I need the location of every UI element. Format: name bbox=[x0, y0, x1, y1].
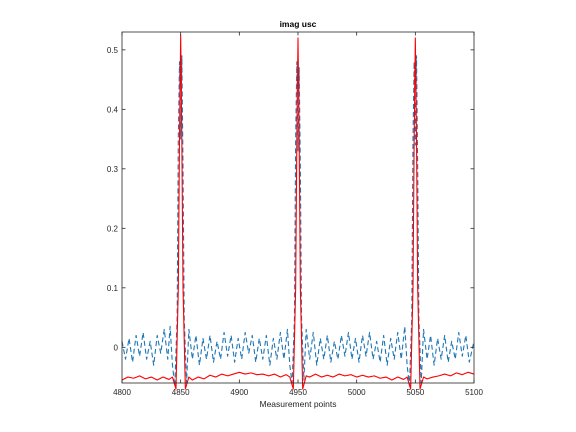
x-tick-label: 4800 bbox=[113, 388, 131, 397]
y-tick-label: 0.2 bbox=[107, 224, 119, 233]
x-tick-label: 5000 bbox=[348, 388, 366, 397]
x-tick-label: 4950 bbox=[289, 388, 307, 397]
x-axis-label: Measurement points bbox=[259, 399, 336, 409]
chart-title: imag usc bbox=[280, 19, 317, 29]
x-tick-label: 4900 bbox=[230, 388, 248, 397]
y-tick-label: 0.3 bbox=[107, 165, 119, 174]
y-tick-label: 0.5 bbox=[107, 46, 119, 55]
plot-area bbox=[122, 32, 474, 383]
y-tick-label: 0 bbox=[114, 343, 119, 352]
y-tick-label: 0.4 bbox=[107, 105, 119, 114]
x-tick-label: 5050 bbox=[406, 388, 424, 397]
x-tick-label: 4850 bbox=[172, 388, 190, 397]
y-tick-label: 0.1 bbox=[107, 284, 119, 293]
x-tick-label: 5100 bbox=[465, 388, 483, 397]
ticks-layer: 4800 4850 4900 4950 5000 5050 5100 0 0.1 0.2 0.3 0.… bbox=[107, 32, 483, 397]
